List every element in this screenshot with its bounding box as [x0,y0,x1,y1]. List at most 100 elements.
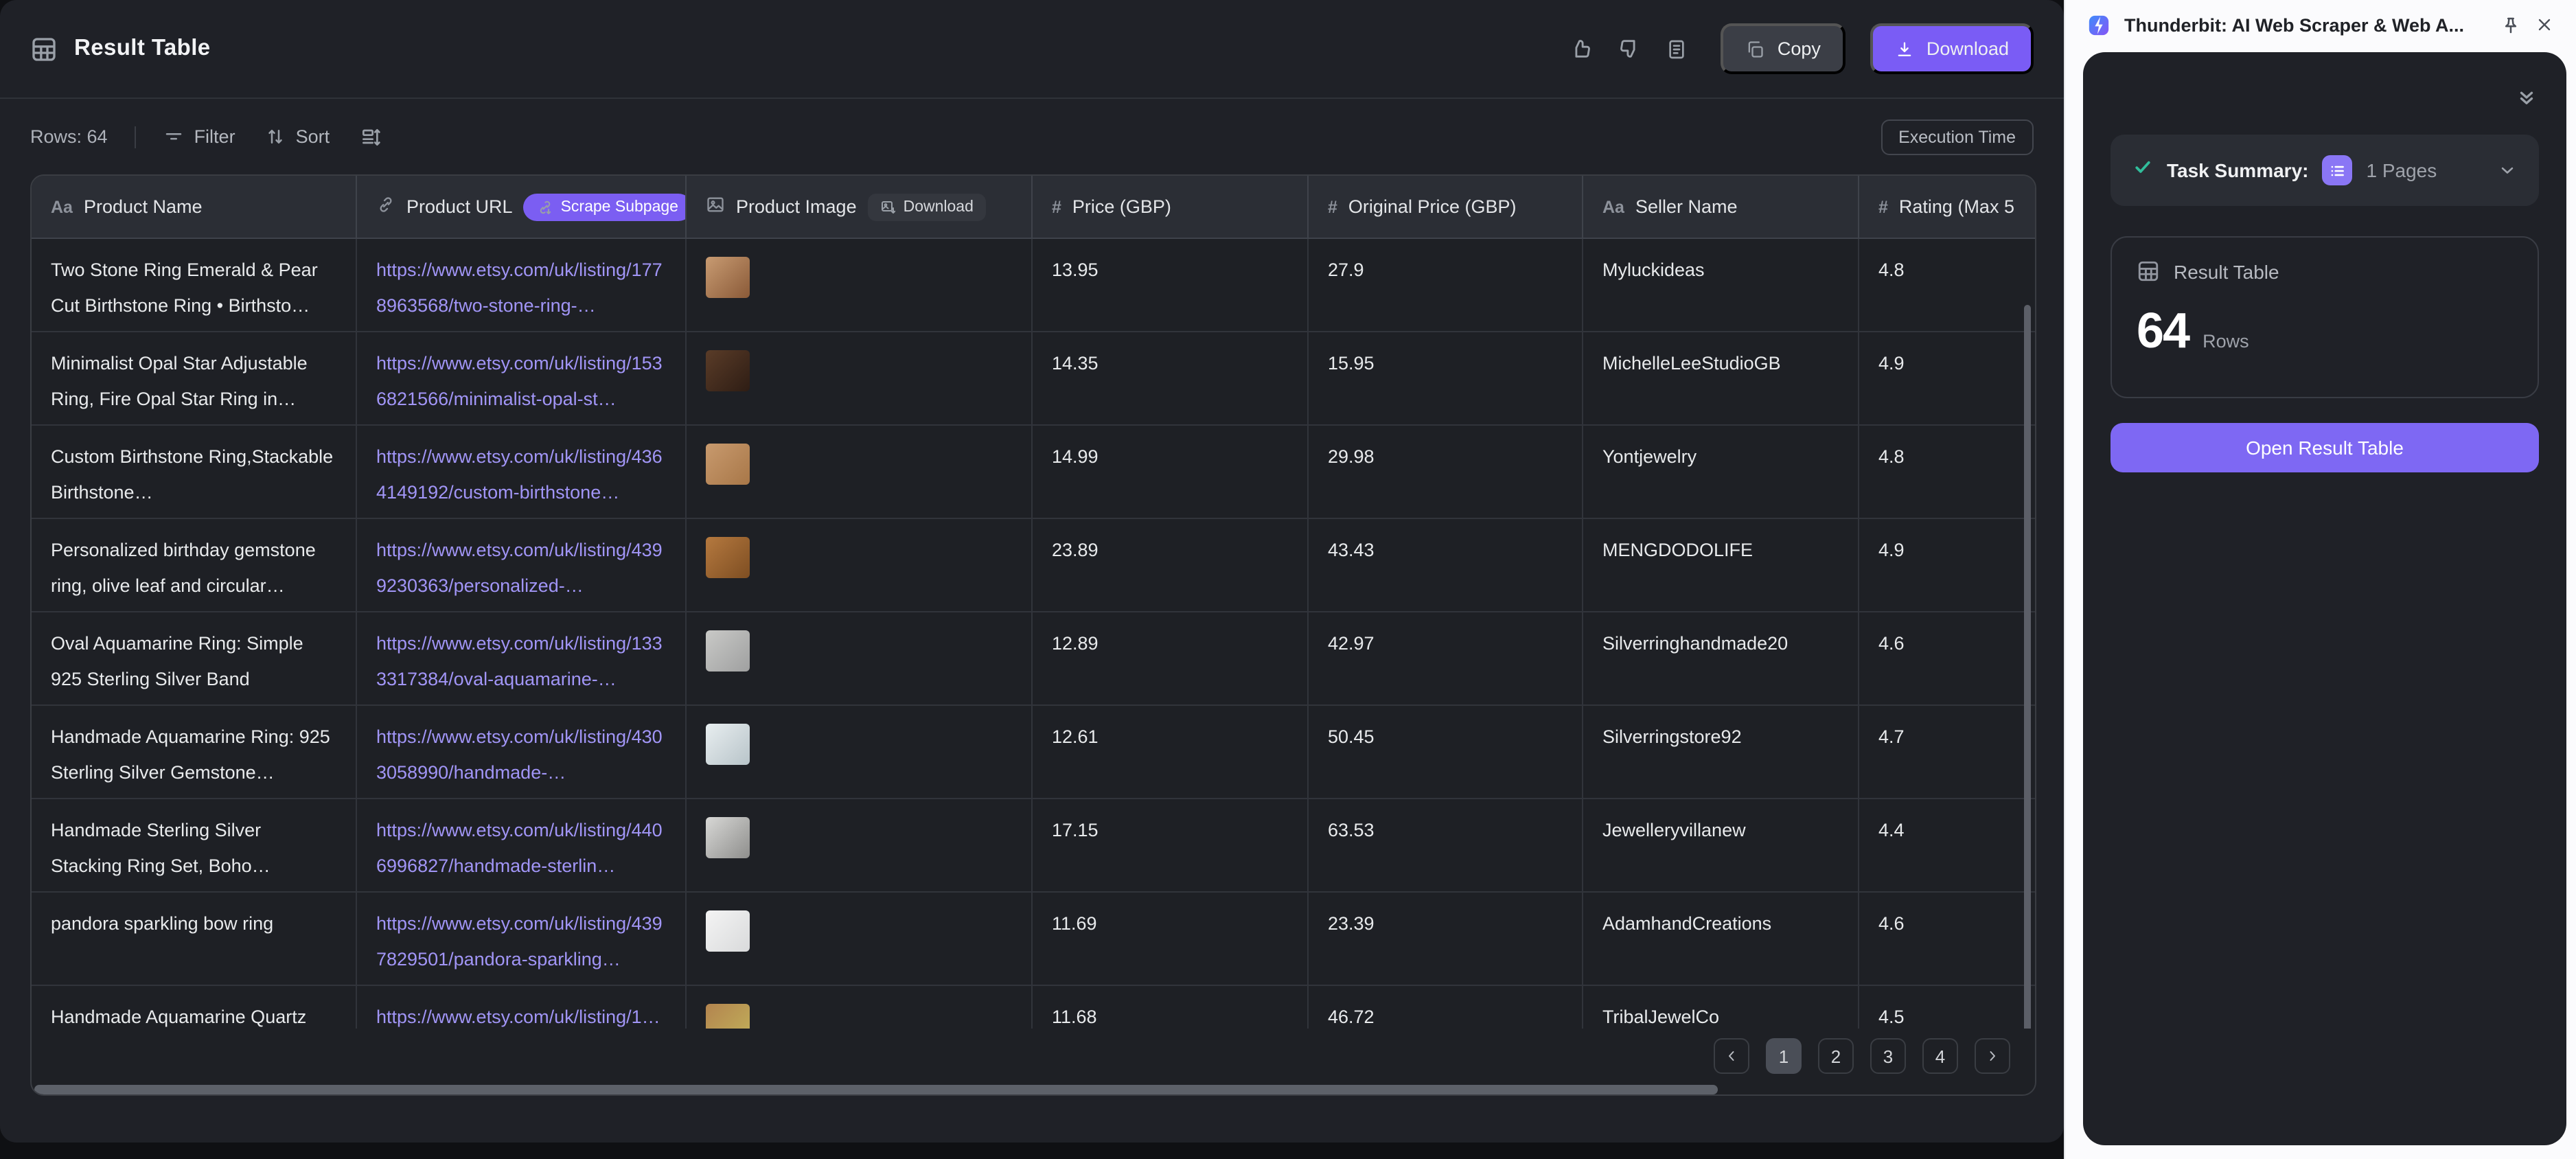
cell-original-price[interactable]: 63.53 [1309,799,1583,891]
row-count-value: 64 [2137,302,2190,358]
product-thumbnail[interactable] [706,817,750,858]
cell-product-name[interactable]: Custom Birthstone Ring,Stackable Birthst… [32,426,357,518]
thumbs-up-icon[interactable] [1570,37,1594,60]
cell-seller-name[interactable]: Jewelleryvillanew [1583,799,1859,891]
cell-rating[interactable]: 4.7 [1878,726,1905,747]
product-thumbnail[interactable] [706,724,750,765]
cell-product-name[interactable]: pandora sparkling bow ring [32,893,357,985]
cell-seller-name[interactable]: AdamhandCreations [1583,893,1859,985]
download-badge[interactable]: Download [867,193,986,220]
cell-original-price[interactable]: 46.72 [1309,986,1583,1029]
cell-original-price[interactable]: 43.43 [1309,519,1583,611]
horizontal-scrollbar[interactable] [34,1085,1718,1094]
column-header-original-price-gbp[interactable]: # Original Price (GBP) [1309,176,1583,238]
product-thumbnail[interactable] [706,630,750,672]
product-url-link[interactable]: https://www.etsy.com/uk/listing/43641491… [376,446,663,503]
cell-product-name[interactable]: Handmade Aquamarine Ring: 925 Sterling S… [32,706,357,798]
product-thumbnail[interactable] [706,1004,750,1029]
table-header-row: Aa Product Name Product URL Scrape Subpage P… [32,176,2035,239]
cell-original-price[interactable]: 15.95 [1309,332,1583,424]
product-thumbnail[interactable] [706,910,750,952]
cell-price[interactable]: 14.35 [1033,332,1309,424]
cell-seller-name[interactable]: TribalJewelCo [1583,986,1859,1029]
column-header-seller-name[interactable]: Aa Seller Name [1583,176,1859,238]
scrape-subpage-badge[interactable]: Scrape Subpage [523,193,685,220]
column-header-product-name[interactable]: Aa Product Name [32,176,357,238]
pin-icon[interactable] [2500,14,2521,35]
cell-rating[interactable]: 4.9 [1878,353,1905,374]
cell-original-price[interactable]: 42.97 [1309,612,1583,704]
cell-price[interactable]: 14.99 [1033,426,1309,518]
open-result-table-button[interactable]: Open Result Table [2111,423,2539,472]
download-button[interactable]: Download [1870,23,2034,74]
page-button-3[interactable]: 3 [1870,1038,1906,1074]
cell-product-name[interactable]: Handmade Sterling Silver Stacking Ring S… [32,799,357,891]
cell-price[interactable]: 12.89 [1033,612,1309,704]
thumbs-down-icon[interactable] [1618,37,1642,60]
next-page-button[interactable] [1975,1038,2010,1074]
product-thumbnail[interactable] [706,350,750,391]
execution-time-badge[interactable]: Execution Time [1881,119,2034,154]
cell-product-name[interactable]: Handmade Aquamarine Quartz [32,986,357,1029]
cell-original-price[interactable]: 23.39 [1309,893,1583,985]
product-url-link[interactable]: https://www.etsy.com/uk/listing/44069968… [376,820,663,876]
vertical-scrollbar[interactable] [2024,305,2031,1029]
cell-rating[interactable]: 4.6 [1878,913,1905,934]
cell-seller-name[interactable]: Silverringhandmade20 [1583,612,1859,704]
cell-rating[interactable]: 4.5 [1878,1007,1905,1027]
column-header-rating-max-5[interactable]: # Rating (Max 5 [1859,176,2035,238]
cell-seller-name[interactable]: Yontjewelry [1583,426,1859,518]
cell-price[interactable]: 11.68 [1033,986,1309,1029]
product-thumbnail[interactable] [706,537,750,578]
cell-product-name[interactable]: Minimalist Opal Star Adjustable Ring, Fi… [32,332,357,424]
filter-button[interactable]: Filter [164,126,235,147]
cell-rating[interactable]: 4.4 [1878,820,1905,840]
task-summary-row[interactable]: Task Summary: 1 Pages [2111,135,2539,206]
cell-rating[interactable]: 4.6 [1878,633,1905,654]
previous-page-button[interactable] [1714,1038,1749,1074]
sort-button[interactable]: Sort [266,126,330,147]
product-url-link[interactable]: https://www.etsy.com/uk/listing/1… [376,1007,660,1027]
product-url-link[interactable]: https://www.etsy.com/uk/listing/43030589… [376,726,663,783]
cell-original-price[interactable]: 27.9 [1309,239,1583,331]
close-icon[interactable] [2535,15,2554,34]
column-header-product-image[interactable]: Product Image Download [687,176,1033,238]
product-url-link[interactable]: https://www.etsy.com/uk/listing/17789635… [376,260,663,316]
row-height-button[interactable] [360,126,382,148]
cell-price[interactable]: 23.89 [1033,519,1309,611]
page-button-4[interactable]: 4 [1922,1038,1958,1074]
product-thumbnail[interactable] [706,444,750,485]
product-url-link[interactable]: https://www.etsy.com/uk/listing/43992303… [376,540,663,596]
cell-product-name[interactable]: Personalized birthday gemstone ring, oli… [32,519,357,611]
cell-product-name[interactable]: Two Stone Ring Emerald & Pear Cut Births… [32,239,357,331]
column-label: Product Name [83,196,203,217]
cell-price[interactable]: 11.69 [1033,893,1309,985]
copy-button[interactable]: Copy [1721,23,1845,74]
product-thumbnail[interactable] [706,257,750,298]
product-url-link[interactable]: https://www.etsy.com/uk/listing/15368215… [376,353,663,409]
cell-price[interactable]: 17.15 [1033,799,1309,891]
page-button-1[interactable]: 1 [1766,1038,1802,1074]
collapse-double-chevron-icon[interactable] [2514,80,2539,115]
page-button-2[interactable]: 2 [1818,1038,1854,1074]
cell-product-url: https://www.etsy.com/uk/listing/17789635… [357,239,687,331]
cell-rating[interactable]: 4.8 [1878,260,1905,280]
cell-seller-name[interactable]: Silverringstore92 [1583,706,1859,798]
column-header-product-url[interactable]: Product URL Scrape Subpage [357,176,687,238]
notes-icon[interactable] [1666,38,1688,60]
cell-seller-name[interactable]: MENGDODOLIFE [1583,519,1859,611]
product-url-link[interactable]: https://www.etsy.com/uk/listing/43978295… [376,913,663,969]
product-url-link[interactable]: https://www.etsy.com/uk/listing/13333173… [376,633,663,689]
cell-product-name[interactable]: Oval Aquamarine Ring: Simple 925 Sterlin… [32,612,357,704]
cell-price[interactable]: 13.95 [1033,239,1309,331]
cell-price[interactable]: 12.61 [1033,706,1309,798]
cell-rating[interactable]: 4.8 [1878,446,1905,467]
cell-original-price[interactable]: 29.98 [1309,426,1583,518]
cell-rating[interactable]: 4.9 [1878,540,1905,560]
cell-seller-name[interactable]: Myluckideas [1583,239,1859,331]
result-table-summary-card: Result Table 64 Rows [2111,236,2539,398]
table-body: Two Stone Ring Emerald & Pear Cut Births… [32,239,2035,1029]
cell-original-price[interactable]: 50.45 [1309,706,1583,798]
cell-seller-name[interactable]: MichelleLeeStudioGB [1583,332,1859,424]
column-header-price-gbp[interactable]: # Price (GBP) [1033,176,1309,238]
